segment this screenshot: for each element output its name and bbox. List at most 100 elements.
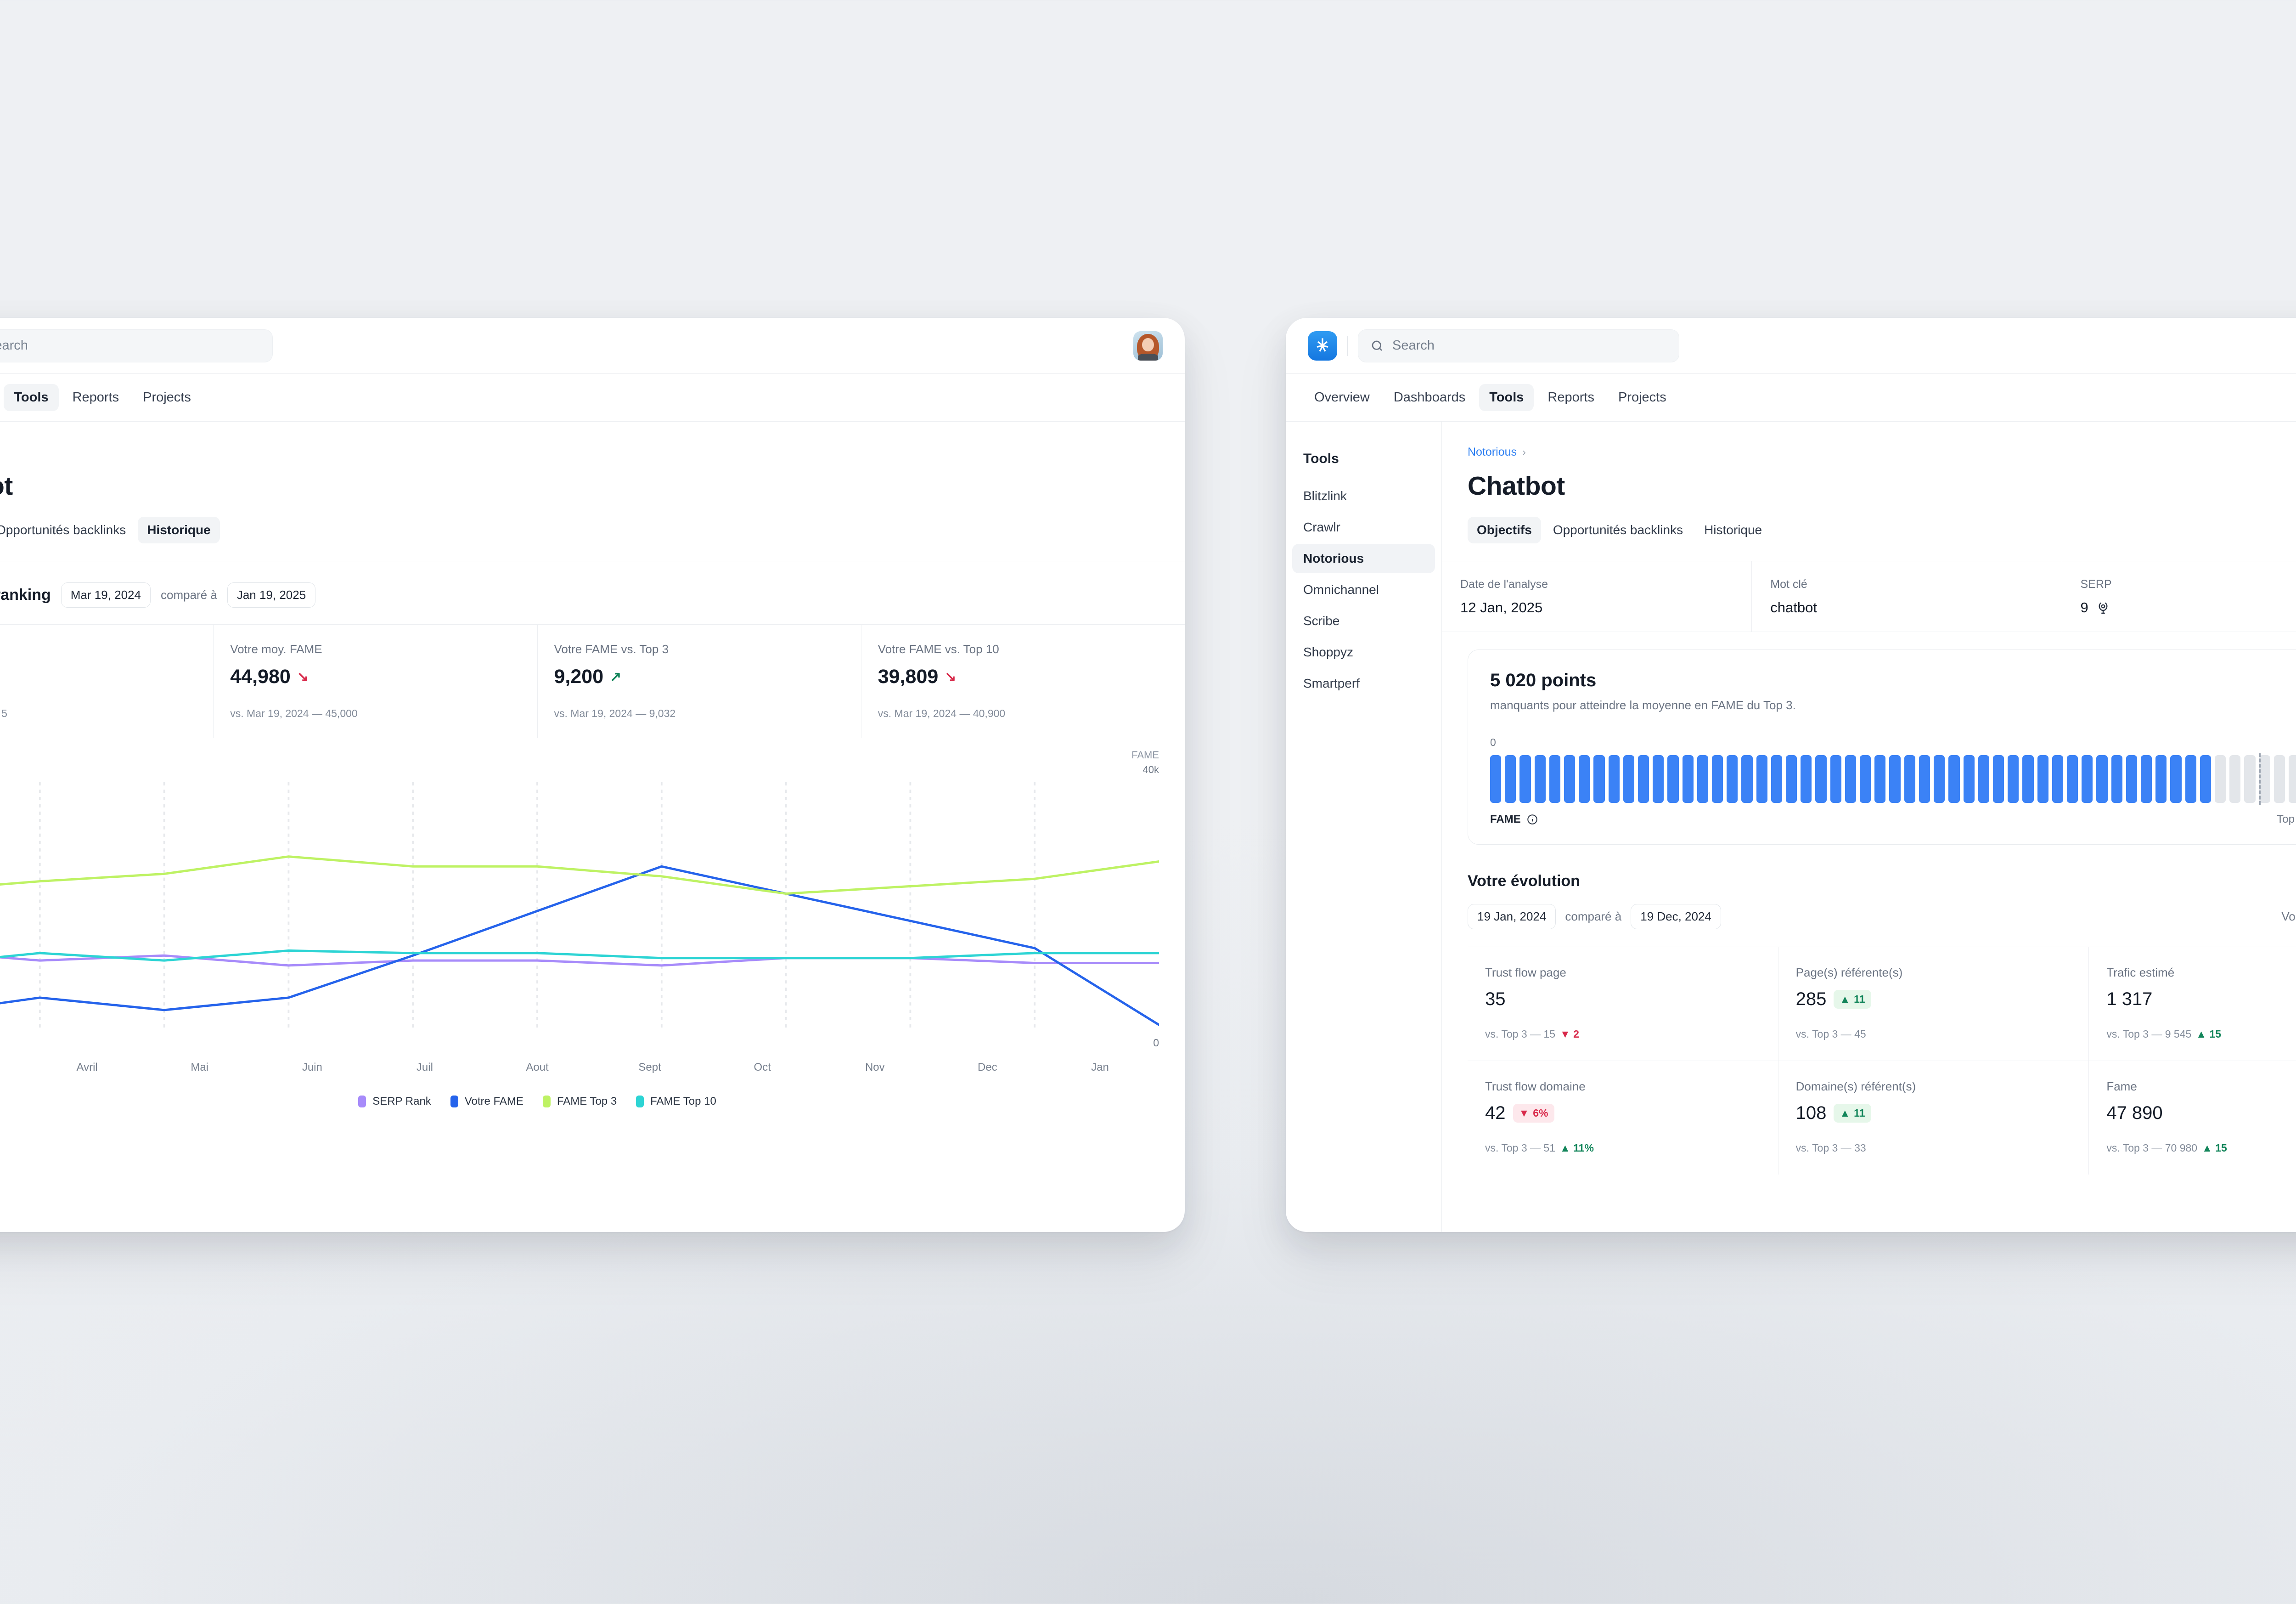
- progress-bar-segment: [2022, 755, 2034, 803]
- progress-bar-segment: [1874, 755, 1886, 803]
- evolution-cell: Page(s) référente(s) 285 ▲ 11 vs. Top 3 …: [1778, 947, 2089, 1061]
- cell-number: 285: [1795, 989, 1827, 1009]
- logo-divider: [1347, 335, 1348, 356]
- meta-value: 12 Jan, 2025: [1460, 599, 1543, 616]
- tab-historique[interactable]: Historique: [138, 517, 220, 543]
- sub-delta: ▲ 15: [2196, 1028, 2222, 1040]
- breadcrumb-link-notorious[interactable]: Notorious: [1468, 446, 1517, 458]
- progress-bar-segment: [1771, 755, 1783, 803]
- metric-sub: vs. Mar 19, 2024 — 5: [0, 707, 7, 719]
- x-tick-label: Sept: [638, 1061, 661, 1073]
- info-icon[interactable]: [1526, 813, 1538, 825]
- progress-bar-segment: [2288, 755, 2296, 803]
- left-body: Notorious › Chatbot Objectifs Opportunit…: [0, 422, 1185, 1232]
- sidebar-item-crawlr[interactable]: Crawlr: [1303, 520, 1340, 534]
- avatar[interactable]: [1133, 331, 1163, 361]
- metric-sub: vs. Mar 19, 2024 — 9,032: [554, 707, 676, 719]
- progress-bar-segment: [2111, 755, 2122, 803]
- legend-swatch: [450, 1096, 458, 1107]
- sidebar-item-blitzlink[interactable]: Blitzlink: [1303, 489, 1347, 503]
- sub-delta: ▲ 11%: [1560, 1142, 1594, 1154]
- cell-value: 47 890: [2106, 1103, 2296, 1124]
- progress-bar-segment: [1712, 755, 1723, 803]
- cell-value: 42 ▼ 6%: [1485, 1103, 1761, 1124]
- x-tick-label: Juil: [416, 1061, 433, 1073]
- sidebar-item-shoppyz[interactable]: Shoppyz: [1303, 645, 1353, 659]
- meta-value: 9: [2081, 599, 2296, 616]
- tab-opportunites-backlinks[interactable]: Opportunités backlinks: [0, 523, 126, 537]
- cell-sub: vs. Top 3 — 70 980 ▲ 15: [2106, 1142, 2227, 1154]
- meta-number: 9: [2080, 599, 2088, 616]
- sidebar-item-notorious[interactable]: Notorious: [1292, 544, 1435, 573]
- nav-item-projects[interactable]: Projects: [143, 390, 191, 405]
- tab-opportunites-backlinks[interactable]: Opportunités backlinks: [1553, 523, 1683, 537]
- cell-sub: vs. Top 3 — 9 545 ▲ 15: [2106, 1028, 2222, 1040]
- nav-item-dashboards[interactable]: Dashboards: [1393, 390, 1466, 405]
- sidebar-item-smartperf[interactable]: Smartperf: [1303, 676, 1360, 690]
- right-body: Tools Blitzlink Crawlr Notorious Omnicha…: [1286, 422, 2296, 1232]
- x-tick-label: Avril: [76, 1061, 98, 1073]
- nav-item-overview[interactable]: Overview: [1314, 390, 1370, 405]
- cell-number: 47 890: [2106, 1103, 2163, 1123]
- bar-axis-label: FAME: [1490, 813, 1521, 825]
- evolution-vs-label: Vous vs.: [2281, 909, 2296, 923]
- nav-item-projects[interactable]: Projects: [1618, 390, 1666, 405]
- trend-up-icon: ↗: [610, 669, 622, 684]
- sub-delta: ▼ 2: [1560, 1028, 1579, 1040]
- cell-label: Trust flow domaine: [1485, 1079, 1586, 1093]
- cell-number: 42: [1485, 1103, 1506, 1123]
- tab-objectifs[interactable]: Objectifs: [1468, 517, 1541, 543]
- page-title: Chatbot: [1468, 471, 1565, 501]
- breadcrumb: Notorious ›: [0, 446, 1159, 459]
- legend-item[interactable]: SERP Rank: [358, 1095, 431, 1108]
- sidebar-item-omnichannel[interactable]: Omnichannel: [1303, 582, 1379, 597]
- legend-swatch: [358, 1096, 366, 1107]
- delta-chip: ▼ 6%: [1513, 1104, 1554, 1123]
- metric-fame-vs-top3: Votre FAME vs. Top 3 9,200 ↗ vs. Mar 19,…: [538, 625, 861, 738]
- nav-item-tools[interactable]: Tools: [1479, 384, 1534, 411]
- evolution-date-to[interactable]: 19 Dec, 2024: [1631, 904, 1721, 929]
- nav-item-reports[interactable]: Reports: [1548, 390, 1594, 405]
- date-to-picker[interactable]: Jan 19, 2025: [227, 582, 316, 608]
- progress-bar-segment: [1534, 755, 1546, 803]
- points-card: 5 020 points manquants pour atteindre la…: [1468, 650, 2296, 845]
- search-placeholder: Search: [1392, 338, 1435, 353]
- right-main-nav: Overview Dashboards Tools Reports Projec…: [1286, 374, 2296, 422]
- chart-plot-area: [0, 782, 1159, 1030]
- date-from-picker[interactable]: Mar 19, 2024: [61, 582, 151, 608]
- tab-historique[interactable]: Historique: [1704, 523, 1762, 537]
- progress-bar-segment: [2037, 755, 2048, 803]
- cell-label: Trafic estimé: [2106, 966, 2175, 979]
- delta-chip-value: 11: [1854, 993, 1865, 1005]
- legend-item[interactable]: FAME Top 10: [636, 1095, 716, 1108]
- search-input[interactable]: Search: [1358, 329, 1679, 362]
- search-input[interactable]: Search: [0, 329, 273, 362]
- nav-item-reports[interactable]: Reports: [72, 390, 119, 405]
- progress-bar-segment: [2066, 755, 2078, 803]
- evolution-cell: Trust flow domaine 42 ▼ 6% vs. Top 3 — 5…: [1468, 1061, 1778, 1175]
- progress-bar-segment: [1490, 755, 1502, 803]
- delta-chip: ▲ 11: [1834, 1104, 1871, 1123]
- progress-bar-segment: [1978, 755, 1989, 803]
- nav-item-tools[interactable]: Tools: [4, 384, 59, 411]
- left-content: Notorious › Chatbot Objectifs Opportunit…: [0, 422, 1185, 1232]
- page-tabs: Objectifs Opportunités backlinks Histori…: [0, 517, 1159, 543]
- search-icon: [1372, 340, 1382, 351]
- sidebar-item-scribe[interactable]: Scribe: [1303, 614, 1340, 628]
- right-axis-top: 40k: [1142, 764, 1159, 775]
- asterisk-logo-icon[interactable]: [1308, 331, 1337, 361]
- legend-label: FAME Top 10: [650, 1095, 716, 1107]
- evolution-grid: Trust flow page 35 vs. Top 3 — 15 ▼ 2 Pag…: [1468, 947, 2296, 1175]
- variations-header: Variations ranking Mar 19, 2024 comparé …: [0, 561, 1185, 624]
- page-title: Chatbot: [0, 471, 13, 501]
- legend-item[interactable]: Votre FAME: [450, 1095, 523, 1108]
- evolution-cell: Trafic estimé 1 317 vs. Top 3 — 9 545 ▲ 1…: [2089, 947, 2296, 1061]
- progress-bar-segment: [1845, 755, 1857, 803]
- chart-axis-bottom: 100 0: [0, 1037, 1159, 1049]
- cell-value: 35: [1485, 989, 1761, 1010]
- evolution-cell: Fame 47 890 vs. Top 3 — 70 980 ▲ 15: [2089, 1061, 2296, 1175]
- metric-votre-moy-fame: Votre moy. FAME 44,980 ↘ vs. Mar 19, 202…: [214, 625, 538, 738]
- evolution-date-from[interactable]: 19 Jan, 2024: [1468, 904, 1556, 929]
- legend-item[interactable]: FAME Top 3: [542, 1095, 617, 1108]
